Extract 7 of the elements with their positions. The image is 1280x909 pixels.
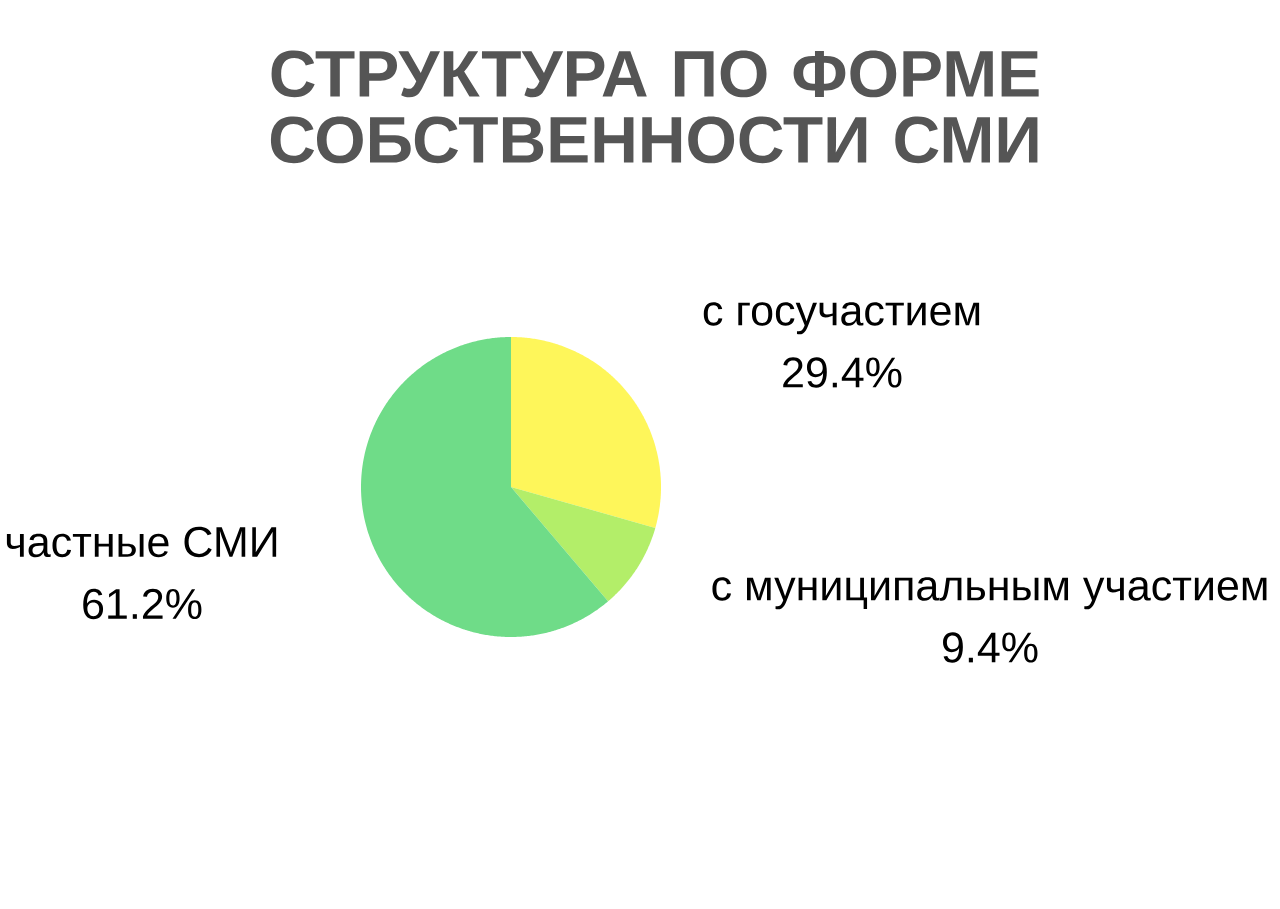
chart-title: СТРУКТУРА ПО ФОРМЕ СОБСТВЕННОСТИ СМИ [270, 50, 1039, 164]
data-label: 9.4% [943, 632, 1038, 663]
data-label: 61.2% [83, 588, 202, 620]
slice-label: с муниципальным участием [712, 577, 1267, 610]
data-label: 29.4% [783, 357, 902, 388]
slice-label: с госучастием [703, 302, 980, 335]
slice-label: частные СМИ [6, 526, 277, 558]
